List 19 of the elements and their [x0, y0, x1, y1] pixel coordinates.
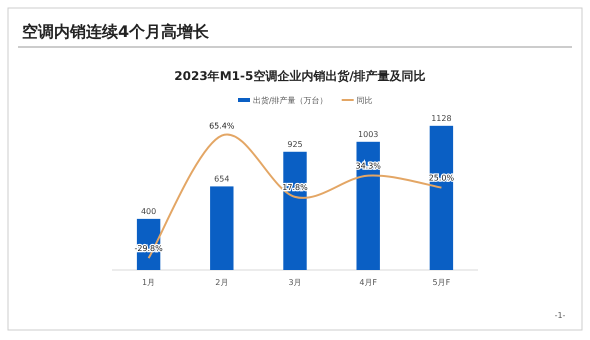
bar	[356, 142, 380, 270]
data-label: 400	[140, 206, 156, 216]
x-tick-label: 1月	[142, 278, 156, 287]
x-tick-label: 3月	[288, 278, 302, 287]
legend-label: 同比	[356, 96, 373, 105]
data-label: 1128	[431, 114, 452, 123]
x-tick-label: 4月F	[359, 278, 378, 287]
data-label: 65.4%	[209, 122, 235, 131]
data-label: 925	[287, 140, 303, 149]
legend-label: 出货/排产量（万台）	[253, 96, 328, 105]
bar	[210, 186, 234, 270]
bar	[430, 126, 454, 270]
x-tick-label: 5月F	[432, 278, 451, 287]
chart-title: 空调内销连续4个月高增长	[22, 22, 210, 41]
data-label: 1003	[358, 130, 378, 139]
text: -1-	[554, 311, 566, 320]
x-tick-label: 2月	[215, 278, 228, 287]
data-label: 654	[214, 174, 230, 184]
chart-subtitle: 2023年M1-5空调企业内销出货/排产量及同比	[174, 69, 426, 83]
